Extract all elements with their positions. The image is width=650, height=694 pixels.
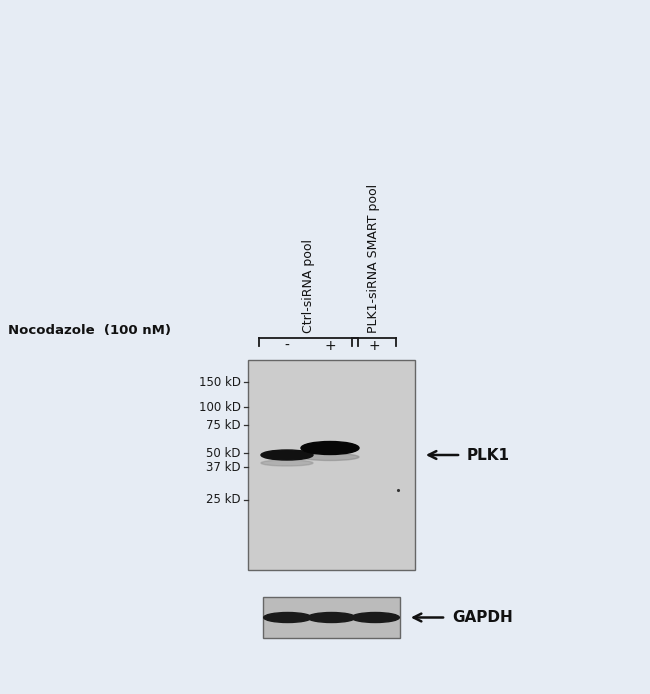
Text: PLK1: PLK1 <box>467 448 510 462</box>
Ellipse shape <box>301 453 359 461</box>
Text: PLK1-siRNA SMART pool: PLK1-siRNA SMART pool <box>367 184 380 333</box>
Text: 37 kD: 37 kD <box>207 461 241 473</box>
Ellipse shape <box>261 460 313 466</box>
Text: 150 kD: 150 kD <box>199 375 241 389</box>
Ellipse shape <box>307 613 356 623</box>
Ellipse shape <box>261 450 313 460</box>
Text: 100 kD: 100 kD <box>199 400 241 414</box>
Text: 25 kD: 25 kD <box>207 493 241 506</box>
Text: +: + <box>324 339 336 353</box>
Bar <box>263 597 400 638</box>
Ellipse shape <box>264 613 311 623</box>
Text: Nocodazole  (100 nM): Nocodazole (100 nM) <box>8 323 171 337</box>
Bar <box>248 360 415 570</box>
Ellipse shape <box>352 613 399 623</box>
Text: 50 kD: 50 kD <box>207 447 241 460</box>
Text: -: - <box>285 339 289 353</box>
Text: GAPDH: GAPDH <box>452 610 513 625</box>
Ellipse shape <box>301 441 359 455</box>
Text: 75 kD: 75 kD <box>207 418 241 432</box>
Text: Ctrl-siRNA pool: Ctrl-siRNA pool <box>302 239 315 333</box>
Text: +: + <box>368 339 380 353</box>
